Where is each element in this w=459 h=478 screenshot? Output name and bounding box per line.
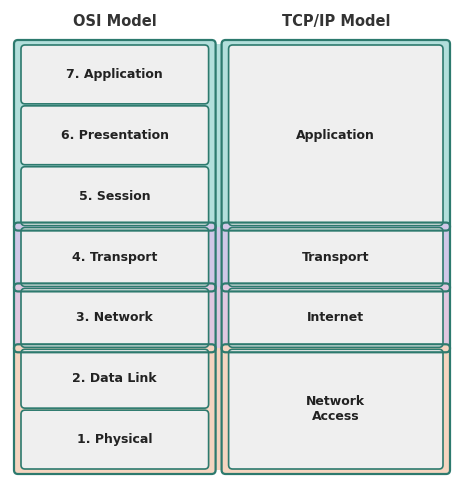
Text: 1. Physical: 1. Physical xyxy=(77,433,152,446)
Text: 3. Network: 3. Network xyxy=(76,311,153,325)
FancyBboxPatch shape xyxy=(14,283,215,352)
Bar xyxy=(211,348,225,470)
FancyBboxPatch shape xyxy=(21,288,208,348)
Text: Internet: Internet xyxy=(307,311,364,325)
FancyBboxPatch shape xyxy=(228,45,442,226)
Text: 6. Presentation: 6. Presentation xyxy=(61,129,168,142)
FancyBboxPatch shape xyxy=(21,228,208,286)
Text: OSI Model: OSI Model xyxy=(73,13,157,29)
Text: 5. Session: 5. Session xyxy=(79,190,150,203)
Text: 4. Transport: 4. Transport xyxy=(72,250,157,263)
FancyBboxPatch shape xyxy=(228,349,442,469)
Bar xyxy=(211,227,225,287)
Text: Transport: Transport xyxy=(302,250,369,263)
FancyBboxPatch shape xyxy=(221,223,449,292)
FancyBboxPatch shape xyxy=(21,167,208,226)
FancyBboxPatch shape xyxy=(221,344,449,474)
FancyBboxPatch shape xyxy=(14,344,215,474)
FancyBboxPatch shape xyxy=(21,410,208,469)
FancyBboxPatch shape xyxy=(21,106,208,165)
Text: TCP/IP Model: TCP/IP Model xyxy=(281,13,389,29)
FancyBboxPatch shape xyxy=(21,45,208,104)
FancyBboxPatch shape xyxy=(14,223,215,292)
FancyBboxPatch shape xyxy=(221,283,449,352)
FancyBboxPatch shape xyxy=(228,228,442,286)
Bar xyxy=(211,44,225,227)
FancyBboxPatch shape xyxy=(21,349,208,408)
Text: Application: Application xyxy=(296,129,375,142)
FancyBboxPatch shape xyxy=(14,40,215,230)
FancyBboxPatch shape xyxy=(221,40,449,230)
Text: Network
Access: Network Access xyxy=(306,395,364,423)
Bar xyxy=(211,287,225,348)
Text: 7. Application: 7. Application xyxy=(66,68,163,81)
Text: 2. Data Link: 2. Data Link xyxy=(73,372,157,385)
FancyBboxPatch shape xyxy=(228,288,442,348)
